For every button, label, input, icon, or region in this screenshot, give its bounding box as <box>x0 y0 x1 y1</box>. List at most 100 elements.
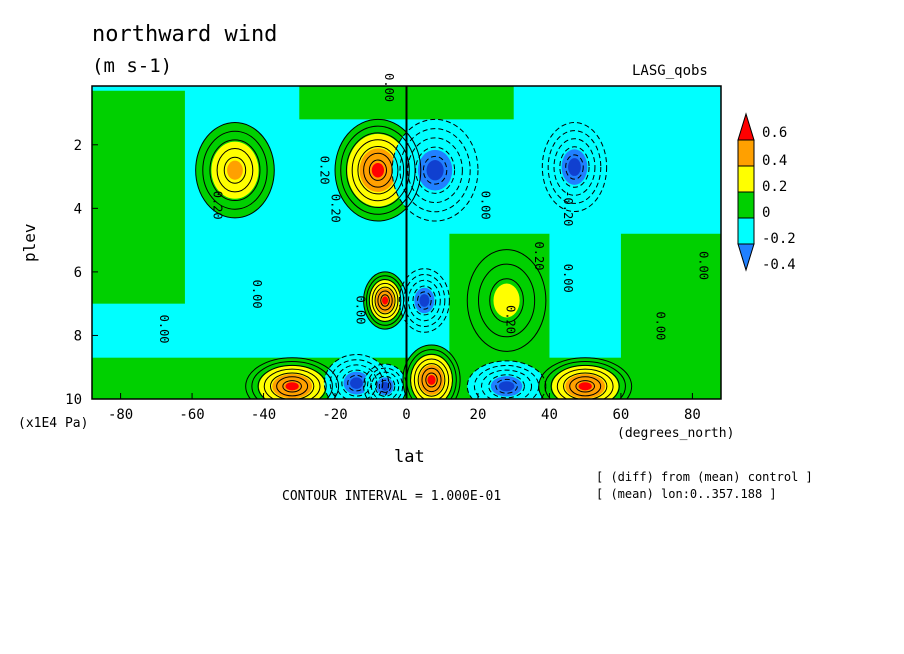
contour-line <box>407 137 463 204</box>
contour-line <box>553 138 596 196</box>
contour-line <box>323 354 390 399</box>
contour-line <box>556 368 614 399</box>
contour-line <box>559 146 590 188</box>
positive-contour-fill <box>285 382 299 391</box>
contour-line <box>368 279 402 322</box>
contour-line <box>410 353 453 399</box>
colorbar-segment <box>737 112 755 141</box>
contour-label: 0.00 <box>382 73 396 102</box>
contour-line <box>399 128 471 213</box>
contour-line <box>351 139 405 202</box>
x-tick-label: 40 <box>541 407 558 423</box>
contour-line <box>398 268 450 333</box>
contour-line <box>422 155 448 185</box>
contour-label: -0.20 <box>561 190 575 226</box>
contour-line <box>417 291 432 310</box>
contour-line <box>488 374 525 399</box>
contour-line <box>216 148 254 193</box>
contour-line <box>335 364 378 399</box>
contour-line <box>412 285 437 316</box>
contour-line <box>276 376 309 397</box>
contour-label: 0.20 <box>504 305 518 334</box>
contour-line <box>378 379 392 393</box>
contour-line <box>477 263 536 338</box>
contour-line <box>489 278 524 323</box>
contour-label: 0.20 <box>318 156 332 185</box>
band-green <box>92 90 185 304</box>
contour-line <box>402 344 461 399</box>
contour-line <box>407 279 441 322</box>
y-tick-label: 4 <box>74 201 82 217</box>
contour-line <box>466 360 547 399</box>
contour-line <box>357 145 399 195</box>
contour-line <box>413 358 450 399</box>
x-axis-label: lat <box>394 447 425 467</box>
colorbar-segment <box>737 243 755 272</box>
contour-line <box>347 374 366 392</box>
dataset-label: LASG_qobs <box>632 63 708 79</box>
contour-label: 0.20 <box>211 191 225 220</box>
contour-label: 0.00 <box>697 251 711 280</box>
positive-contour-fill <box>578 382 592 391</box>
contour-line <box>345 132 410 208</box>
contour-line <box>209 139 261 202</box>
x-tick-label: 20 <box>470 407 487 423</box>
contour-line <box>403 273 446 327</box>
x-tick-label: 60 <box>613 407 630 423</box>
contour-label: 0.20 <box>532 242 546 271</box>
negative-contour-fill <box>350 377 363 389</box>
contour-line <box>374 286 396 315</box>
contour-line <box>377 290 393 311</box>
contour-line <box>569 376 602 397</box>
chart-title: northward wind <box>92 22 278 47</box>
contour-line <box>541 122 608 213</box>
contour-line <box>223 156 247 184</box>
contour-line <box>282 380 302 393</box>
contour-line <box>547 130 602 204</box>
colorbar-label: 0.6 <box>762 125 787 141</box>
positive-contour-fill <box>427 374 436 385</box>
x-tick-label: -20 <box>322 407 347 423</box>
band-green <box>620 233 721 361</box>
contour-line <box>380 294 390 307</box>
contour-line <box>481 369 533 399</box>
positive-contour-fill <box>227 160 243 180</box>
contour-line <box>538 357 633 399</box>
contour-line <box>575 380 595 393</box>
x-axis-units: (degrees_north) <box>617 426 735 441</box>
negative-contour-fill <box>426 160 444 181</box>
contour-label: 0.00 <box>250 280 264 309</box>
y-tick-label: 8 <box>74 328 82 344</box>
contour-line <box>341 369 372 397</box>
x-tick-label: -40 <box>251 407 276 423</box>
mean-note: [ (mean) lon:0..357.188 ] <box>596 487 777 501</box>
x-tick-label: 0 <box>402 407 410 423</box>
contour-line <box>340 125 416 215</box>
contour-label: 0.20 <box>328 194 342 223</box>
diff-note: [ (diff) from (mean) control ] <box>596 470 813 484</box>
contour-line <box>421 367 442 393</box>
contour-line <box>565 154 584 180</box>
colorbar-segment <box>737 217 755 245</box>
contour-line <box>368 159 387 181</box>
contour-line <box>195 122 275 219</box>
contour-line <box>425 372 438 388</box>
contour-interval: CONTOUR INTERVAL = 1.000E-01 <box>282 489 502 504</box>
x-tick-label: 80 <box>684 407 701 423</box>
contour-line <box>415 146 456 194</box>
contour-label: 0.00 <box>561 264 575 293</box>
contour-line <box>263 368 321 399</box>
y-tick-label: 6 <box>74 265 82 281</box>
colorbar-label: 0.2 <box>762 179 787 195</box>
contour-line <box>367 367 404 399</box>
y-tick-label: 2 <box>74 138 82 154</box>
contour-line <box>370 371 400 399</box>
contour-line <box>257 364 327 399</box>
colorbar-segment <box>737 139 755 167</box>
negative-contour-fill <box>498 381 515 392</box>
contour-label: 0.00 <box>654 311 668 340</box>
colorbar-label: -0.2 <box>762 231 796 247</box>
contour-line <box>544 361 626 399</box>
chart-units: (m s-1) <box>92 55 173 77</box>
